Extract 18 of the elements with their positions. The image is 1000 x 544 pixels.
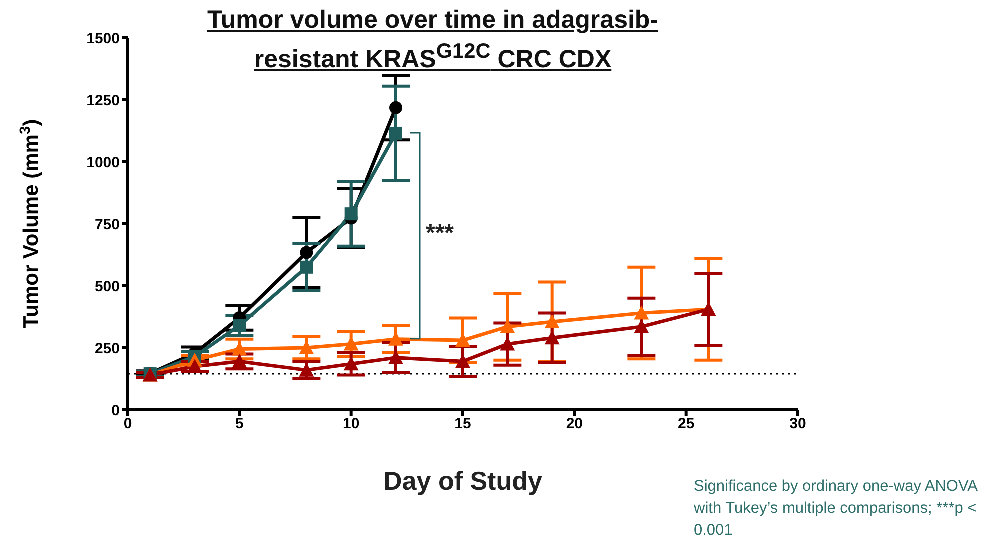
y-tick-label: 250 xyxy=(94,340,120,358)
y-tick-label: 750 xyxy=(94,216,120,234)
y-tick-label: 0 xyxy=(112,402,120,420)
annotation: *** xyxy=(426,220,454,248)
x-tick-label: 10 xyxy=(342,416,360,433)
x-tick-label: 20 xyxy=(566,416,584,433)
x-tick-label: 0 xyxy=(124,416,132,433)
x-tick-label: 25 xyxy=(678,416,695,433)
y-tick-label: 1500 xyxy=(86,30,120,48)
y-tick-label: 500 xyxy=(94,278,120,296)
x-axis-title: Day of Study xyxy=(384,466,543,496)
text: Significance by ordinary one-way ANOVA with Tukey’s multiple comparisons; ***p < 0.001 xyxy=(694,477,979,541)
x-tick-label: 30 xyxy=(790,416,806,433)
x-tick-label: 5 xyxy=(235,416,244,433)
x-tick-label: 15 xyxy=(454,416,472,433)
y-tick-label: 1000 xyxy=(86,154,120,172)
y-tick-label: 1250 xyxy=(86,92,120,110)
chart-title: Tumor volume over time in adagrasib-resistant KRAS$^{G12C}$ CRC CDX xyxy=(206,5,660,76)
